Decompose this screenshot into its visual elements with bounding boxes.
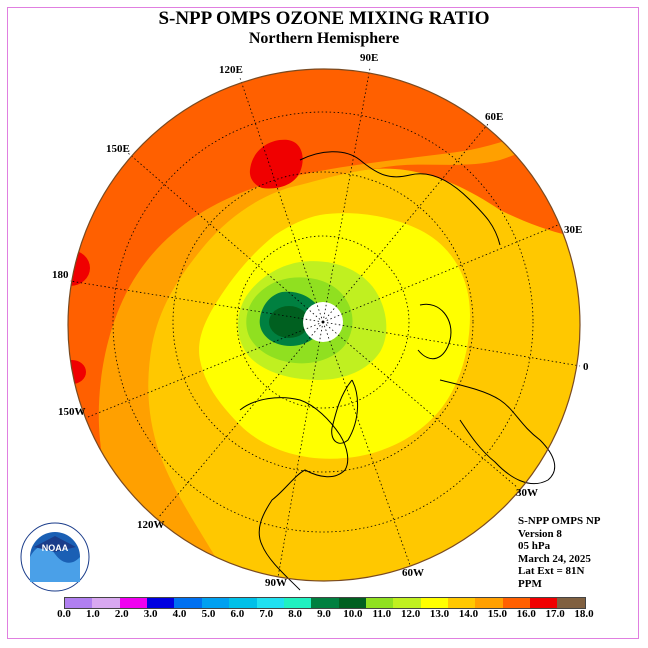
meridian-60e [322,123,489,323]
colorbar-cell [201,598,230,608]
lon-label-120e: 120E [219,64,243,76]
colorbar-tick-label: 16.0 [516,608,536,620]
colorbar-tick-label: 2.0 [114,608,129,620]
colorbar-tick-label: 13.0 [429,608,450,620]
field-level-15-region [68,69,580,581]
map-boundary [67,68,581,582]
info-pressure-level: 05 hPa [518,540,551,552]
colorbar [64,597,586,609]
field-level-8-region [269,306,309,338]
noaa-logo: NOAA [20,522,90,592]
info-units: PPM [518,577,542,590]
meridian-60w [322,321,411,566]
colorbar-cell [65,598,93,608]
latitude-circle-40n [172,171,474,473]
colorbar-tick-label: 8.0 [288,608,302,620]
lon-label-120w: 120W [137,519,165,531]
meridian-0 [322,321,581,367]
colorbar-tick-label: 3.0 [143,608,158,620]
colorbar-tick-label: 12.0 [401,608,421,620]
colorbar-cell [119,598,148,608]
meridian-90e [322,67,371,323]
colorbar-cell [283,598,312,608]
colorbar-tick-label: 5.0 [201,608,216,620]
lon-label-180: 180 [52,269,69,281]
colorbar-tick-label: 6.0 [230,608,245,620]
figure-frame [7,7,639,639]
meridian-180 [69,280,324,323]
meridian-120w [157,321,324,519]
meridian-30w [322,321,519,489]
lon-label-60e: 60E [485,111,503,123]
colorbar-tick-label: 0.0 [57,608,71,620]
colorbar-tick-label: 4.0 [172,608,187,620]
colorbar-tick-label: 1.0 [86,608,100,620]
colorbar-tick-label: 10.0 [343,608,363,620]
colorbar-cell [311,598,339,608]
lon-label-150w: 150W [58,406,86,418]
coastlines [239,151,556,591]
latitude-circle-20n [112,111,534,533]
coastline-greenland [331,379,359,444]
field-level-16-cell-east [249,139,303,189]
coastline-europe [439,379,556,485]
colorbar-cell [502,598,531,608]
meridian-90w [277,321,324,578]
colorbar-cell [420,598,449,608]
colorbar-cell [393,598,421,608]
coastline-scandinavia [417,303,452,360]
info-lat-extent: Lat Ext = 81N [518,565,585,577]
colorbar-cell [338,598,366,608]
map-subtitle: Northern Hemisphere [248,30,400,47]
lon-label-30e: 30E [564,224,582,236]
info-instrument: S-NPP OMPS NP [518,515,601,527]
colorbar-cell [530,598,558,608]
colorbar-cell [256,598,284,608]
lon-label-90w: 90W [265,577,287,589]
colorbar-cell [229,598,257,608]
colorbar-cell [365,598,394,608]
colorbar-tick-label: 18.0 [574,608,594,620]
lon-label-0: 0 [583,361,589,373]
coastline-north-america [239,397,349,591]
info-version: Version 8 [518,527,562,540]
coastline-asia [299,151,501,246]
colorbar-cell [557,598,585,608]
field-level-14-region [98,100,580,581]
colorbar-cell [448,598,476,608]
meridian-120e [239,77,324,323]
latitude-circle-60n [236,235,410,409]
graticule [69,67,581,578]
info-block: S-NPP OMPS NP Version 8 05 hPa March 24,… [518,515,601,590]
lon-label-150e: 150E [106,143,130,155]
info-date: March 24, 2025 [518,552,591,565]
colorbar-tick-label: 14.0 [458,608,479,620]
meridian-150e [127,152,324,323]
colorbar-cell [147,598,175,608]
colorbar-cell [92,598,120,608]
colorbar-tick-label: 17.0 [545,608,565,620]
noaa-logo-text: NOAA [42,543,69,553]
lon-label-60w: 60W [402,567,424,579]
colorbar-cell [174,598,202,608]
colorbar-tick-label: 11.0 [372,608,392,620]
colorbar-cell [475,598,503,608]
lon-label-90e: 90E [360,52,378,64]
colorbar-tick-label: 15.0 [487,608,507,620]
lon-label-30w: 30W [516,487,538,499]
colorbar-tick-label: 9.0 [317,608,331,620]
colorbar-tick-label: 7.0 [259,608,274,620]
map-title: S-NPP OMPS OZONE MIXING RATIO [158,8,490,29]
colorbar-labels: 0.0 1.0 2.0 3.0 4.0 5.0 6.0 7.0 8.0 9.0 10.0 11.0 12… [57,608,594,622]
